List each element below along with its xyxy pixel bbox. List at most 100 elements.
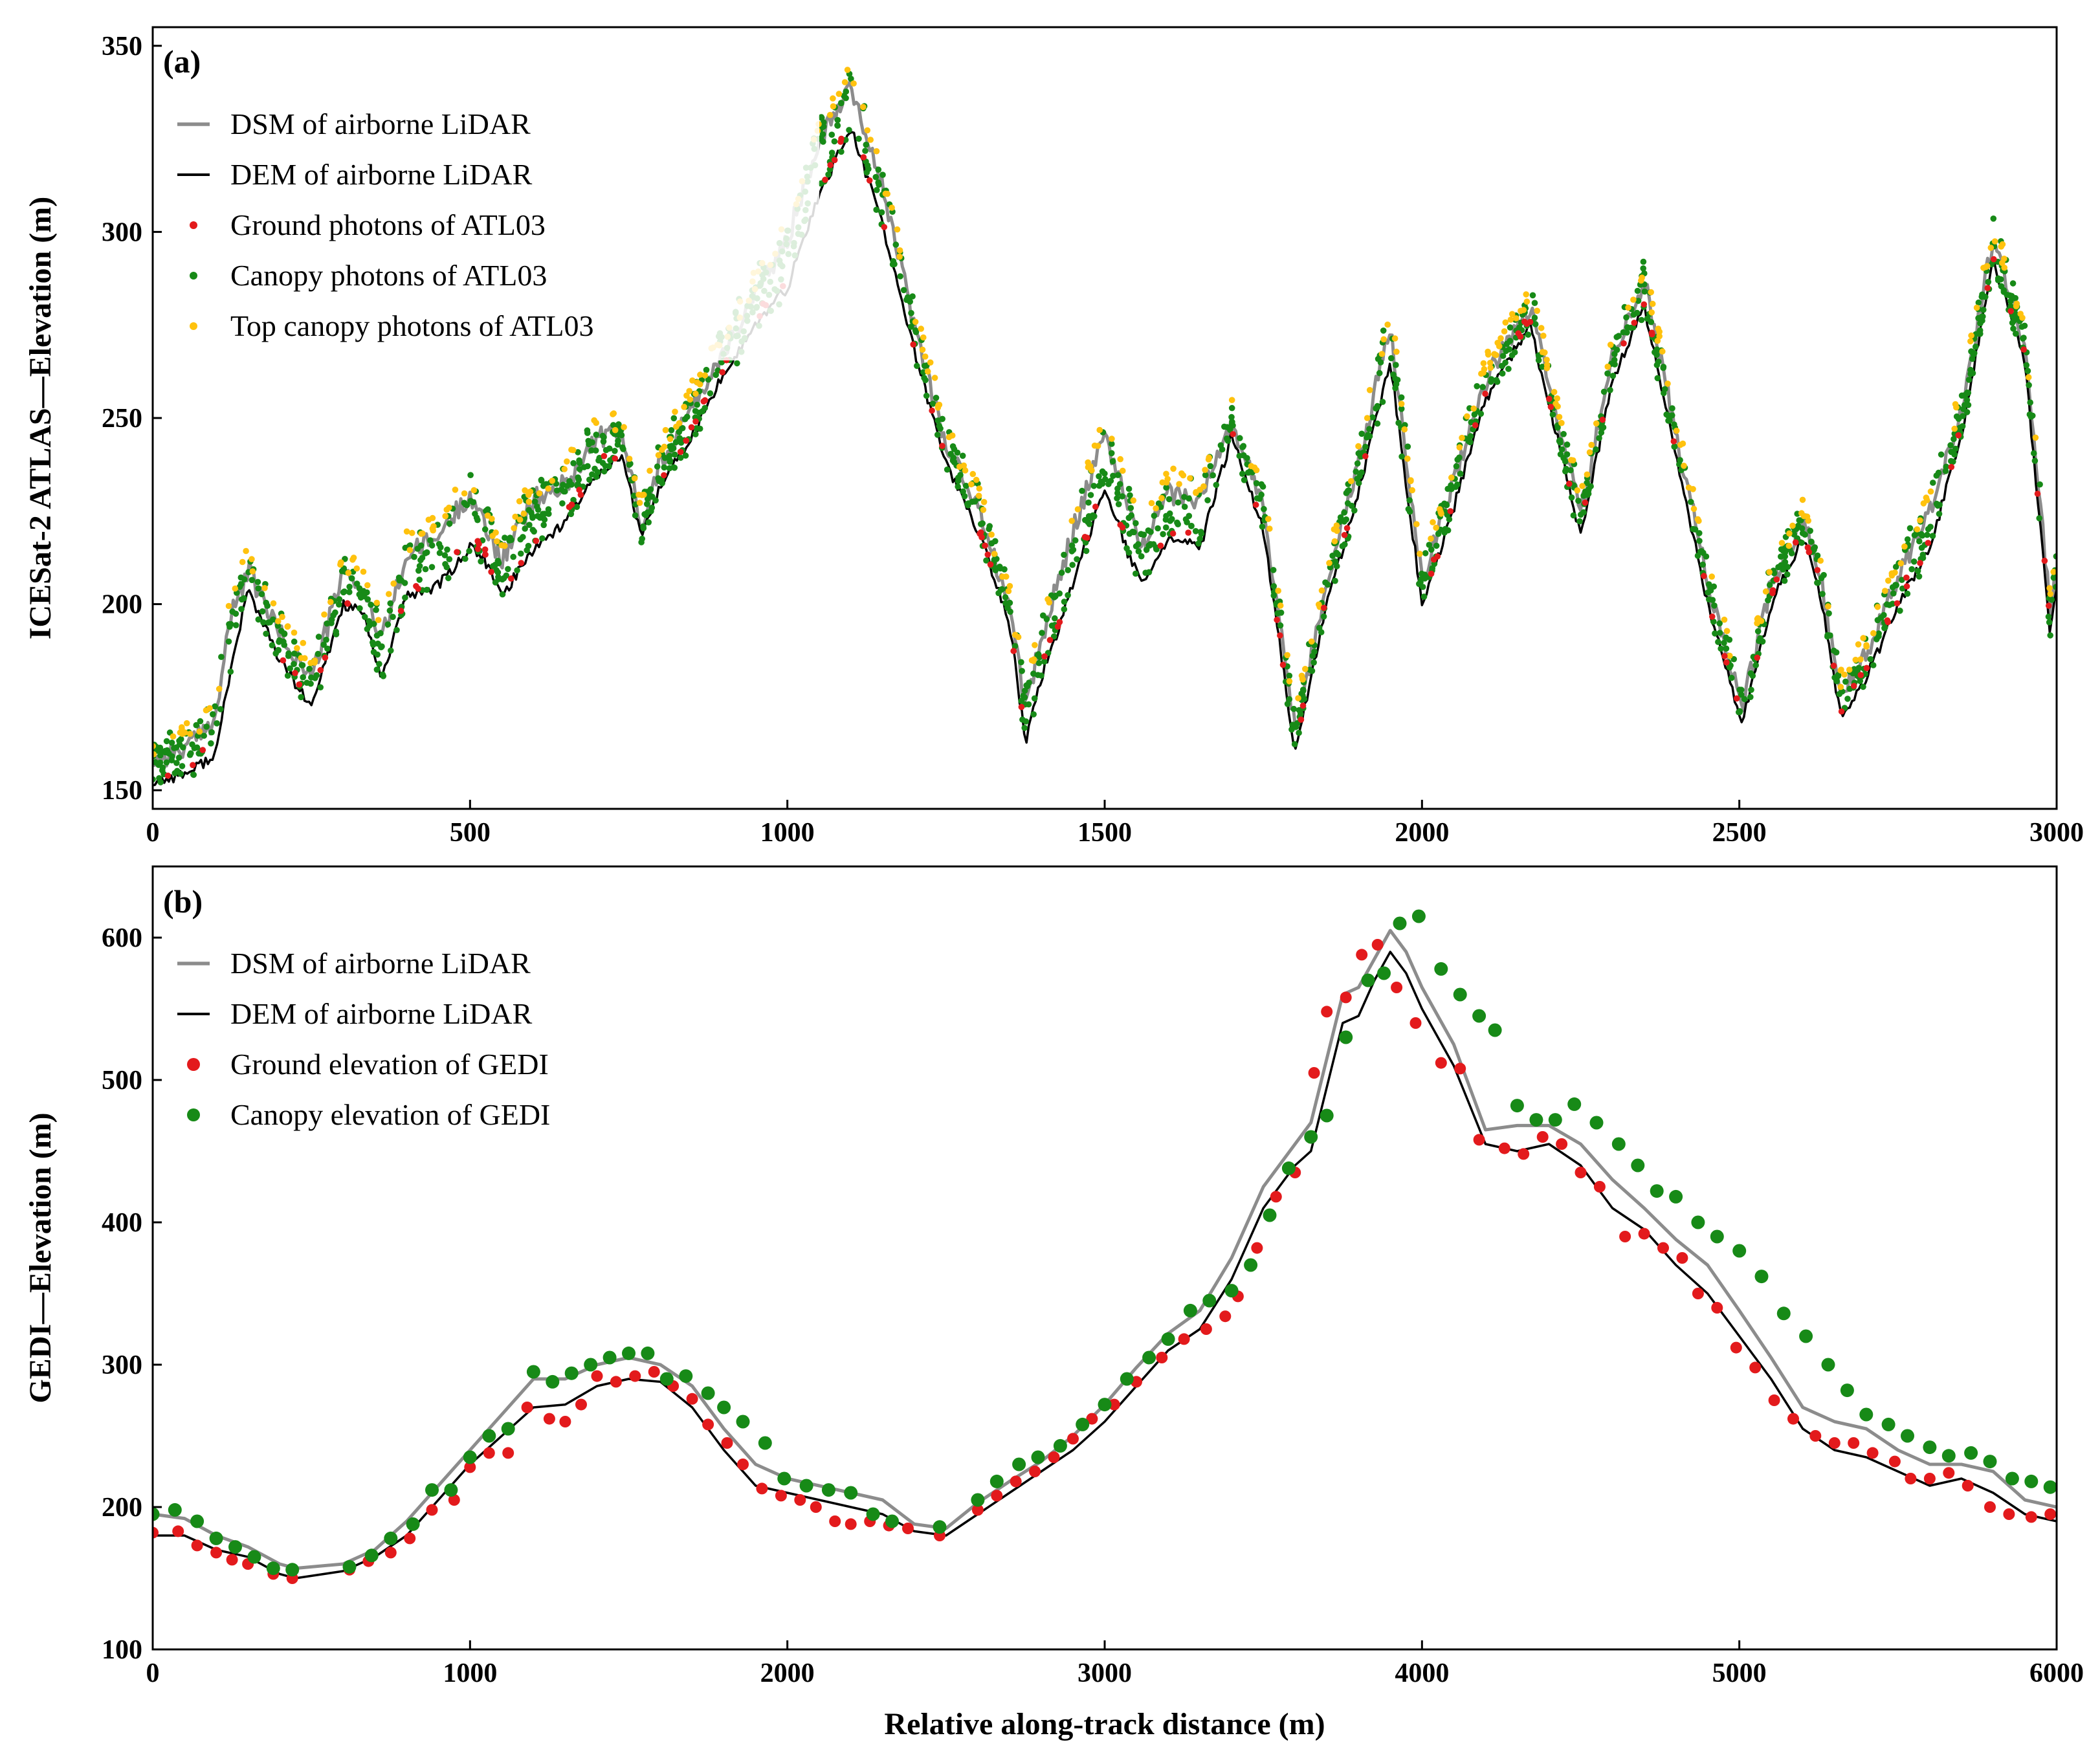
- canopy-photon: [1453, 463, 1460, 470]
- canopy-photon: [193, 721, 200, 729]
- canopy-photon: [1842, 678, 1849, 685]
- canopy-photon: [540, 522, 547, 529]
- ground-point: [1692, 1288, 1704, 1299]
- canopy-photon: [495, 576, 502, 582]
- top-canopy-photon: [1032, 642, 1038, 648]
- top-canopy-photon: [841, 79, 848, 85]
- legend-label: DSM of airborne LiDAR: [230, 947, 531, 980]
- ground-photon: [1948, 463, 1955, 470]
- canopy-photon: [1844, 696, 1851, 702]
- canopy-photon: [1167, 518, 1173, 524]
- ground-photon: [1903, 574, 1910, 581]
- canopy-photon: [1197, 535, 1203, 542]
- ground-photon: [1341, 532, 1348, 538]
- dem-line-a: [153, 131, 2057, 787]
- canopy-point: [1281, 1161, 1296, 1175]
- canopy-photon: [1163, 524, 1169, 531]
- canopy-photon: [263, 630, 269, 637]
- canopy-photon: [1860, 683, 1866, 690]
- top-canopy-photon: [516, 516, 524, 523]
- canopy-photon: [834, 116, 841, 124]
- canopy-photon: [1511, 349, 1518, 356]
- canopy-photon: [1716, 630, 1723, 636]
- ground-point: [1984, 1501, 1996, 1513]
- canopy-photon: [875, 166, 882, 173]
- ground-photon: [2041, 557, 2048, 564]
- top-canopy-photon: [681, 404, 687, 410]
- canopy-photon: [1563, 465, 1569, 472]
- canopy-photon: [1237, 435, 1243, 441]
- canopy-photon: [1648, 318, 1655, 325]
- canopy-photon: [818, 115, 825, 121]
- canopy-photon: [1933, 500, 1940, 507]
- top-canopy-photon: [631, 475, 638, 481]
- canopy-photon: [1718, 645, 1724, 652]
- legend-dot-marker: [190, 221, 197, 229]
- top-canopy-photon: [1096, 426, 1103, 434]
- canopy-photon: [1830, 647, 1837, 654]
- canopy-photon: [1072, 537, 1079, 544]
- canopy-photon: [1652, 349, 1658, 356]
- legend-background: [166, 95, 819, 360]
- top-canopy-photon: [1558, 419, 1565, 426]
- canopy-photon: [1952, 445, 1959, 452]
- top-canopy-photon: [867, 137, 874, 143]
- x-tick-label: 1000: [760, 818, 815, 848]
- top-canopy-photon: [249, 556, 255, 562]
- canopy-photon: [1671, 443, 1677, 450]
- top-canopy-photon: [1556, 413, 1563, 421]
- canopy-photon: [1143, 546, 1150, 553]
- canopy-photon: [997, 565, 1004, 572]
- top-canopy-photon: [1430, 519, 1436, 525]
- ground-point: [1454, 1063, 1466, 1075]
- ground-photon: [415, 586, 421, 592]
- top-canopy-photon: [975, 492, 982, 499]
- canopy-photon: [862, 148, 868, 154]
- canopy-photon: [315, 633, 322, 640]
- canopy-photon: [1224, 437, 1232, 444]
- ground-point: [226, 1554, 238, 1566]
- top-canopy-photon: [1393, 348, 1400, 355]
- top-canopy-photon: [1696, 518, 1702, 524]
- canopy-point: [1840, 1383, 1854, 1398]
- canopy-photon: [1781, 577, 1788, 584]
- top-canopy-photon: [1277, 602, 1284, 609]
- ground-photon: [533, 538, 540, 544]
- top-canopy-photon: [179, 724, 185, 731]
- canopy-photon: [1694, 553, 1701, 559]
- canopy-photon: [1207, 463, 1214, 470]
- ground-photon: [190, 762, 196, 769]
- legend-background: [166, 934, 819, 1149]
- top-canopy-photon: [931, 375, 938, 381]
- canopy-photon: [678, 439, 685, 446]
- ground-point: [1593, 1181, 1606, 1193]
- top-canopy-photon: [1927, 488, 1934, 495]
- top-canopy-photon: [850, 80, 857, 87]
- canopy-photon: [1716, 620, 1723, 627]
- top-canopy-photon: [1470, 405, 1477, 412]
- canopy-photon: [258, 591, 265, 597]
- top-canopy-photon: [1202, 467, 1208, 473]
- ground-point: [829, 1515, 841, 1527]
- canopy-photon: [356, 591, 363, 598]
- canopy-photon: [1210, 472, 1216, 479]
- top-canopy-photon: [249, 568, 256, 575]
- canopy-photon: [1099, 468, 1106, 475]
- canopy-photon: [828, 131, 835, 138]
- canopy-photon: [2018, 324, 2026, 330]
- ground-point: [1086, 1413, 1098, 1425]
- canopy-photon: [1870, 662, 1877, 668]
- canopy-photon: [1570, 512, 1577, 519]
- canopy-photon: [593, 474, 600, 480]
- ground-point: [1251, 1242, 1263, 1254]
- top-canopy-photon: [692, 390, 699, 397]
- top-canopy-photon: [216, 685, 223, 692]
- ground-point: [191, 1539, 203, 1552]
- canopy-photon: [1808, 538, 1815, 545]
- canopy-photon: [889, 261, 896, 268]
- canopy-point: [1393, 916, 1407, 931]
- canopy-photon: [1479, 384, 1486, 390]
- canopy-photon: [1778, 546, 1785, 553]
- canopy-point: [1263, 1208, 1277, 1222]
- canopy-photon: [1034, 652, 1041, 659]
